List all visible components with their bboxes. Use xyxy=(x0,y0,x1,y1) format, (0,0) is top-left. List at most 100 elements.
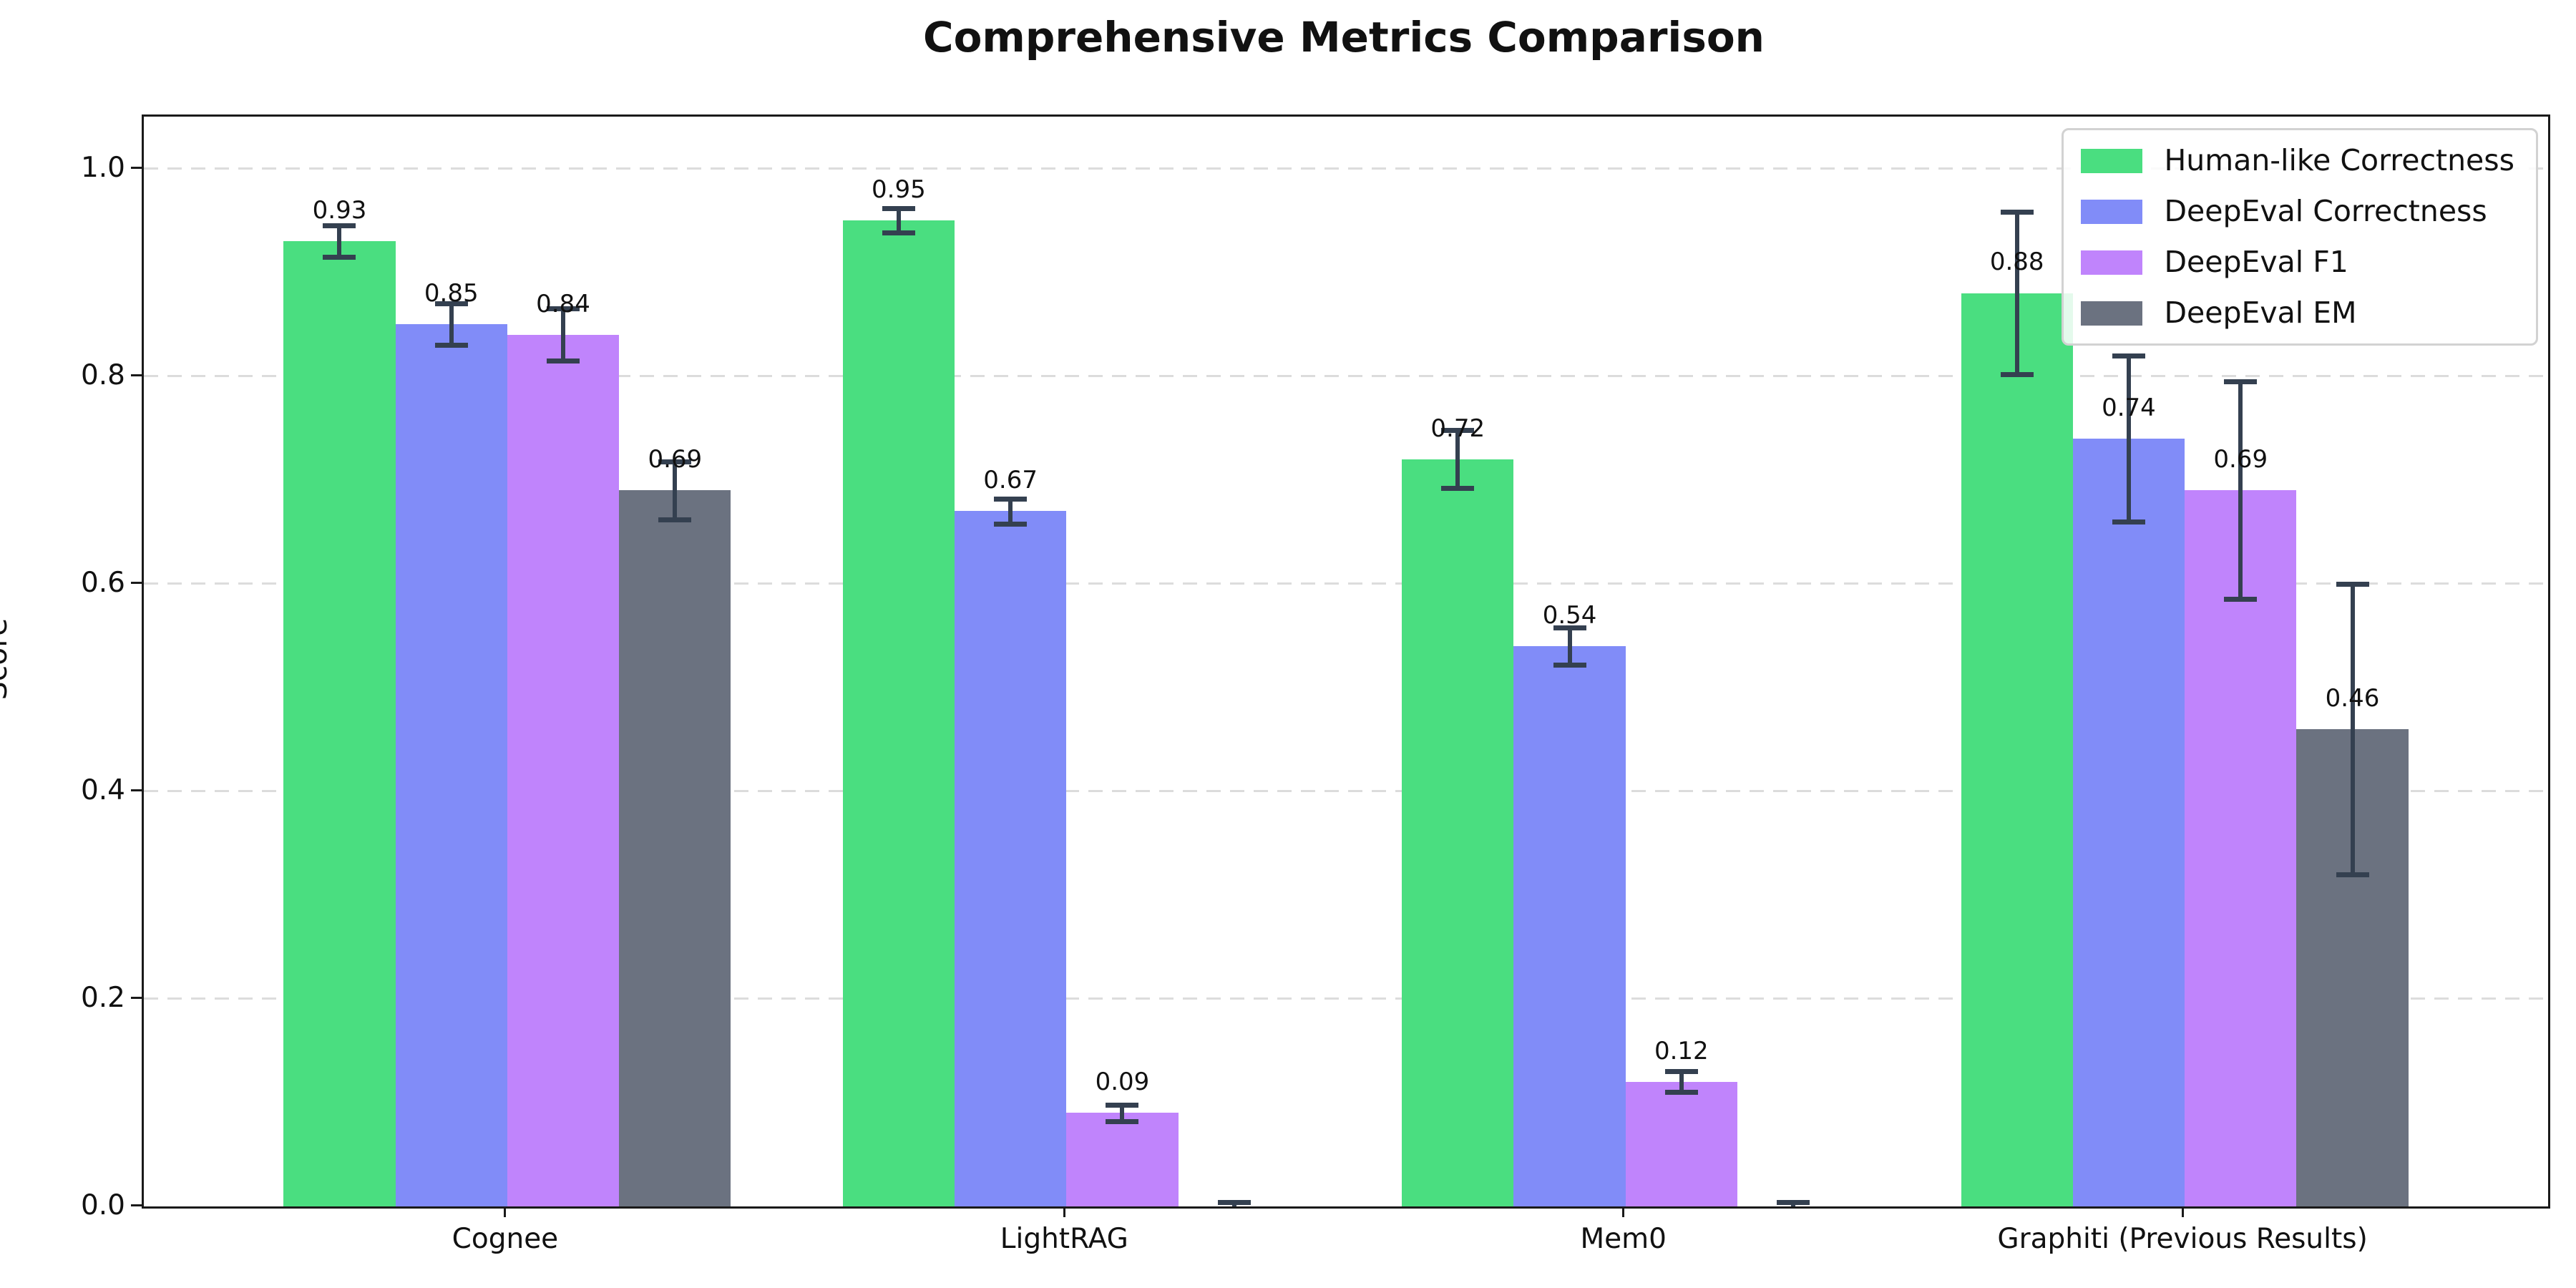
gridline xyxy=(144,790,2548,793)
chart-title: Comprehensive Metrics Comparison xyxy=(923,13,1765,62)
bar xyxy=(842,220,955,1206)
error-bar xyxy=(1120,1104,1125,1122)
y-tick-mark xyxy=(131,1204,142,1206)
error-bar-cap-top xyxy=(323,223,356,229)
gridline xyxy=(144,582,2548,585)
error-bar-cap-bottom xyxy=(1441,486,1475,492)
x-tick-label: LightRAG xyxy=(1000,1223,1128,1255)
plot-inner: 0.93 0.85 0.84 0.69 0.95 0.67 0.09 0.72 0.54 0.12… xyxy=(144,117,2548,1206)
y-tick-label: 0.2 xyxy=(80,981,125,1014)
bar xyxy=(1066,1113,1179,1206)
error-bar xyxy=(1008,498,1013,524)
x-tick-label: Mem0 xyxy=(1580,1223,1667,1255)
y-tick-mark xyxy=(131,374,142,376)
plot-area: 0.93 0.85 0.84 0.69 0.95 0.67 0.09 0.72 0.54 0.12… xyxy=(142,114,2550,1209)
bar-value-label: 0.46 xyxy=(2325,683,2380,713)
error-bar-cap-bottom xyxy=(658,517,692,522)
error-bar-cap-bottom xyxy=(547,358,580,364)
error-bar-cap-bottom xyxy=(1553,662,1586,668)
x-tick-mark xyxy=(1063,1206,1065,1217)
bar-value-label: 0.12 xyxy=(1654,1036,1709,1065)
legend-label: Human-like Correctness xyxy=(2164,143,2514,177)
error-bar xyxy=(449,303,454,346)
y-axis-label: Score xyxy=(0,618,14,701)
bar xyxy=(619,490,731,1206)
error-bar xyxy=(2350,583,2355,874)
error-bar xyxy=(337,225,342,257)
gridline xyxy=(144,167,2548,170)
error-bar-cap-top xyxy=(434,301,468,307)
x-tick-mark xyxy=(1622,1206,1625,1217)
error-bar-cap-top xyxy=(882,205,915,211)
error-bar-cap-top xyxy=(1441,428,1475,434)
error-bar-cap-top xyxy=(547,306,580,312)
legend: Human-like Correctness DeepEval Correctne… xyxy=(2062,128,2538,346)
legend-item: DeepEval Correctness xyxy=(2081,195,2514,228)
error-bar-cap-bottom xyxy=(882,230,915,236)
legend-label: DeepEval F1 xyxy=(2164,245,2348,280)
error-bar-cap-bottom xyxy=(994,521,1028,527)
error-bar-cap-bottom xyxy=(323,254,356,260)
error-bar-cap-bottom xyxy=(434,343,468,348)
error-bar-cap-bottom xyxy=(2224,597,2258,602)
legend-item: DeepEval F1 xyxy=(2081,246,2514,278)
bar xyxy=(1625,1081,1737,1206)
error-bar xyxy=(1567,627,1572,665)
legend-swatch xyxy=(2081,301,2143,326)
bar xyxy=(507,334,620,1206)
legend-swatch xyxy=(2081,250,2143,275)
bar xyxy=(283,241,396,1206)
error-bar-cap-top xyxy=(1106,1102,1139,1108)
bar-value-label: 0.95 xyxy=(872,175,926,204)
bar-value-label: 0.74 xyxy=(2102,393,2156,422)
legend-swatch xyxy=(2081,199,2143,224)
error-bar xyxy=(2126,355,2131,522)
bar-value-label: 0.93 xyxy=(312,195,367,225)
error-bar-cap-top xyxy=(2000,210,2034,215)
bar xyxy=(1402,459,1514,1206)
error-bar xyxy=(561,308,566,361)
bar-value-label: 0.09 xyxy=(1095,1068,1150,1097)
error-bar-cap-top xyxy=(1217,1200,1251,1206)
bar-value-label: 0.85 xyxy=(424,279,479,308)
bar-value-label: 0.84 xyxy=(536,289,590,318)
error-bar xyxy=(896,208,901,233)
legend-item: DeepEval EM xyxy=(2081,297,2514,329)
error-bar-cap-bottom xyxy=(2336,872,2369,877)
error-bar-cap-top xyxy=(658,459,692,464)
bar-value-label: 0.54 xyxy=(1542,600,1597,630)
y-tick-mark xyxy=(131,581,142,584)
y-tick-mark xyxy=(131,789,142,791)
legend-label: DeepEval EM xyxy=(2164,296,2357,331)
error-bar-cap-top xyxy=(994,496,1028,502)
y-tick-label: 0.4 xyxy=(80,774,125,806)
bar xyxy=(1961,293,2073,1206)
x-tick-mark xyxy=(504,1206,507,1217)
x-tick-mark xyxy=(2181,1206,2184,1217)
x-tick-label: Graphiti (Previous Results) xyxy=(1997,1223,2368,1255)
bar-value-label: 0.69 xyxy=(2213,445,2268,474)
error-bar-cap-top xyxy=(2224,379,2258,384)
gridline xyxy=(144,375,2548,378)
error-bar-cap-bottom xyxy=(1664,1090,1698,1096)
y-tick-mark xyxy=(131,996,142,999)
bar-value-label: 0.88 xyxy=(1989,248,2044,277)
error-bar-cap-bottom xyxy=(2112,519,2145,525)
error-bar xyxy=(2238,381,2243,600)
y-tick-label: 0.8 xyxy=(80,358,125,391)
error-bar xyxy=(673,461,678,519)
x-tick-label: Cognee xyxy=(452,1223,559,1255)
error-bar-cap-top xyxy=(2112,353,2145,358)
gridline xyxy=(144,997,2548,1000)
y-tick-label: 0.0 xyxy=(80,1189,125,1221)
y-tick-label: 0.6 xyxy=(80,566,125,599)
error-bar xyxy=(2014,212,2019,374)
bar xyxy=(2072,438,2185,1206)
error-bar-cap-top xyxy=(1777,1200,1810,1206)
error-bar-cap-bottom xyxy=(2000,371,2034,377)
bar-value-label: 0.72 xyxy=(1430,414,1485,443)
legend-label: DeepEval Correctness xyxy=(2164,194,2487,229)
bar xyxy=(2185,490,2297,1206)
error-bar-cap-bottom xyxy=(1106,1119,1139,1125)
